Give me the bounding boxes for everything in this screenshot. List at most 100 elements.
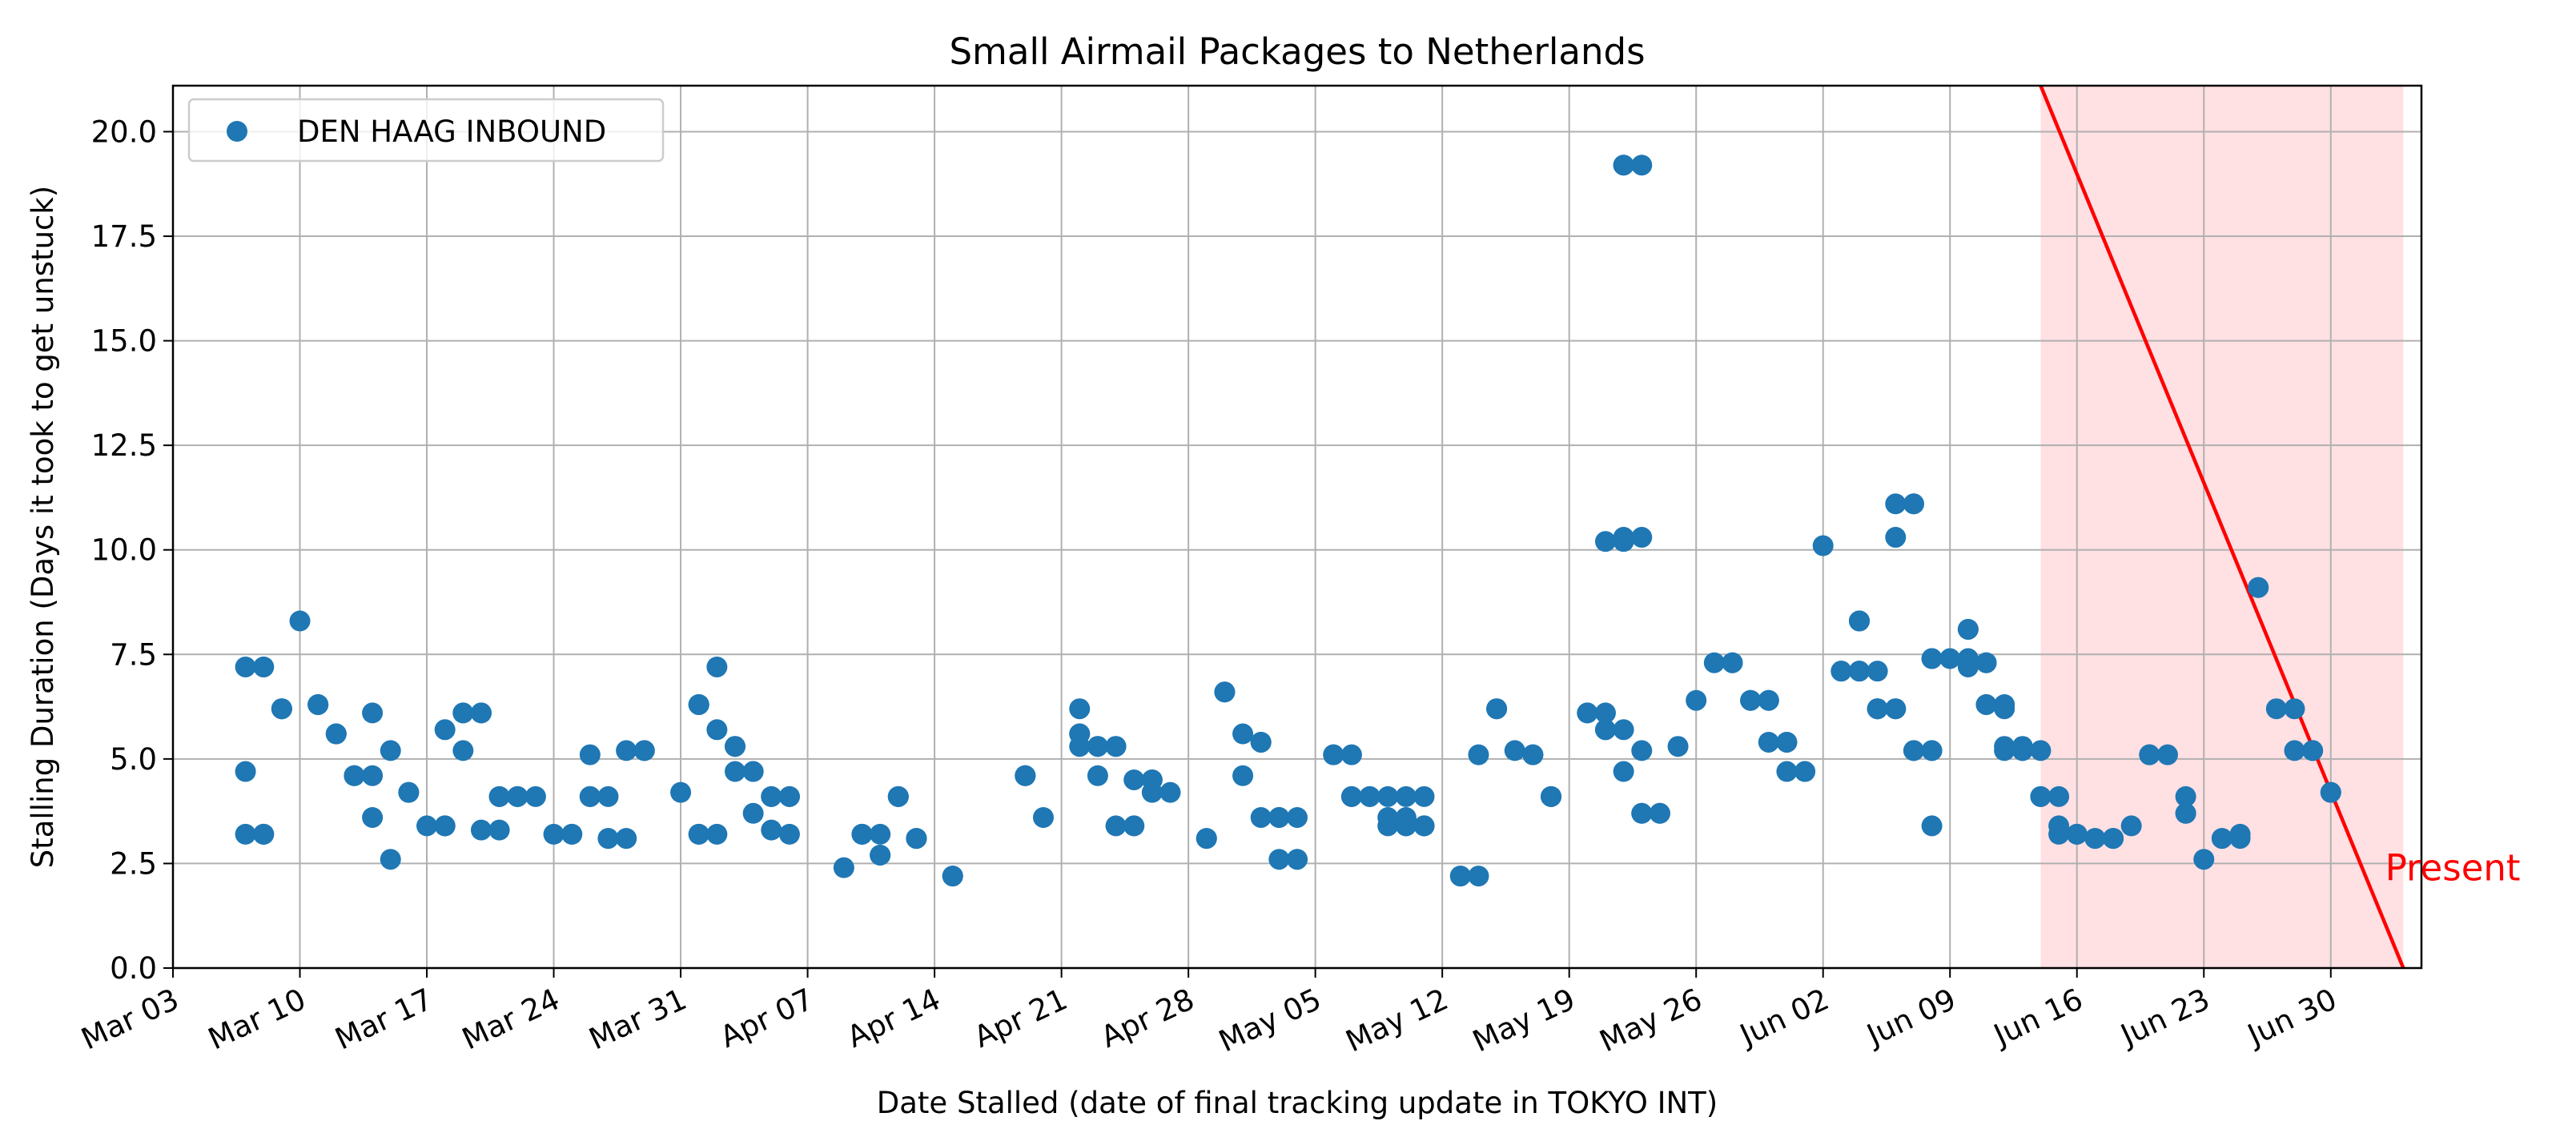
- data-point: [380, 740, 401, 761]
- cutoff-line-layer: [2039, 85, 2405, 969]
- data-point: [2066, 823, 2088, 845]
- data-point: [1649, 802, 1670, 824]
- data-point: [1631, 740, 1653, 761]
- plot-frame: [171, 84, 2423, 970]
- data-point: [1395, 815, 1417, 837]
- data-point: [688, 823, 709, 845]
- data-point: [1613, 527, 1634, 548]
- data-point: [851, 823, 873, 845]
- data-points-layer: [235, 155, 2341, 887]
- data-point: [253, 823, 275, 845]
- data-point: [870, 844, 891, 866]
- data-point: [597, 785, 619, 807]
- data-point: [1413, 815, 1435, 837]
- data-point: [1159, 781, 1181, 803]
- data-point: [761, 819, 782, 841]
- data-point: [470, 819, 492, 841]
- data-point: [1758, 731, 1779, 753]
- x-axis-label: Date Stalled (date of final tracking upd…: [877, 1086, 1718, 1120]
- data-point: [1776, 731, 1798, 753]
- data-point: [2284, 698, 2305, 720]
- data-point: [362, 806, 384, 828]
- data-point: [725, 736, 745, 757]
- cutoff-line: [2039, 85, 2405, 969]
- data-point: [1594, 531, 1616, 552]
- data-point: [633, 740, 655, 761]
- data-point: [235, 656, 256, 677]
- data-point: [616, 740, 637, 761]
- chart-title: Small Airmail Packages to Netherlands: [949, 30, 1645, 73]
- data-point: [1613, 761, 1634, 782]
- data-point: [1105, 736, 1127, 757]
- data-point: [887, 785, 909, 807]
- legend-marker: [227, 121, 247, 142]
- data-point: [1921, 648, 1943, 669]
- data-point: [1939, 648, 1961, 669]
- data-point: [1994, 740, 2015, 761]
- data-point: [416, 815, 438, 837]
- data-point: [2265, 698, 2287, 720]
- data-point: [1885, 527, 1907, 548]
- data-point: [1613, 719, 1634, 741]
- data-point: [1631, 802, 1653, 824]
- data-point: [1250, 806, 1272, 828]
- legend-box: [187, 98, 665, 163]
- data-point: [833, 857, 854, 878]
- data-point: [1123, 769, 1145, 790]
- data-point: [1758, 689, 1779, 711]
- data-point: [1794, 761, 1816, 782]
- data-point: [271, 698, 292, 720]
- data-point: [325, 723, 347, 745]
- data-point: [1069, 736, 1091, 757]
- data-point: [2156, 744, 2178, 765]
- data-point: [362, 702, 384, 724]
- data-point: [706, 719, 728, 741]
- data-point: [1214, 681, 1236, 703]
- data-point: [434, 815, 456, 837]
- y-axis-ticks: 0.0 2.5 5.0 7.5 10.0 12.5 15.0 17.5 20.0: [91, 114, 173, 986]
- data-point: [1123, 815, 1145, 837]
- data-point: [1340, 785, 1362, 807]
- data-point: [434, 719, 456, 741]
- data-point: [2030, 740, 2052, 761]
- data-point: [1522, 744, 1544, 765]
- data-point: [2175, 802, 2196, 824]
- legend: DEN HAAG INBOUND: [187, 98, 665, 163]
- data-point: [1903, 493, 1924, 515]
- data-point: [2139, 744, 2160, 765]
- data-point: [1232, 765, 1254, 786]
- data-point: [253, 656, 275, 677]
- data-point: [1250, 731, 1272, 753]
- y-tick-label: 15.0: [91, 324, 157, 359]
- data-point: [742, 802, 764, 824]
- data-point: [1885, 698, 1907, 720]
- data-point: [1232, 723, 1254, 745]
- data-point: [1885, 493, 1907, 515]
- data-point: [579, 785, 601, 807]
- y-tick-label: 10.0: [91, 533, 157, 568]
- data-point: [1631, 155, 1653, 176]
- data-point: [2120, 815, 2142, 837]
- data-point: [1268, 849, 1290, 870]
- data-point: [1849, 610, 1870, 632]
- data-point: [742, 761, 764, 782]
- data-point: [1468, 866, 1489, 887]
- data-point: [488, 785, 510, 807]
- data-point: [1504, 740, 1525, 761]
- data-point: [2248, 577, 2269, 598]
- data-point: [289, 610, 311, 632]
- data-point: [1975, 693, 1997, 715]
- data-point: [725, 761, 745, 782]
- data-point: [778, 823, 800, 845]
- data-point: [761, 785, 782, 807]
- data-point: [1957, 656, 1979, 677]
- data-point: [688, 693, 709, 715]
- data-point: [1921, 740, 1943, 761]
- data-point: [1032, 806, 1054, 828]
- y-tick-label: 17.5: [91, 219, 157, 254]
- data-point: [524, 785, 546, 807]
- data-point: [2320, 781, 2341, 803]
- data-point: [1975, 652, 1997, 673]
- data-point: [1831, 661, 1852, 682]
- y-tick-label: 12.5: [91, 428, 157, 463]
